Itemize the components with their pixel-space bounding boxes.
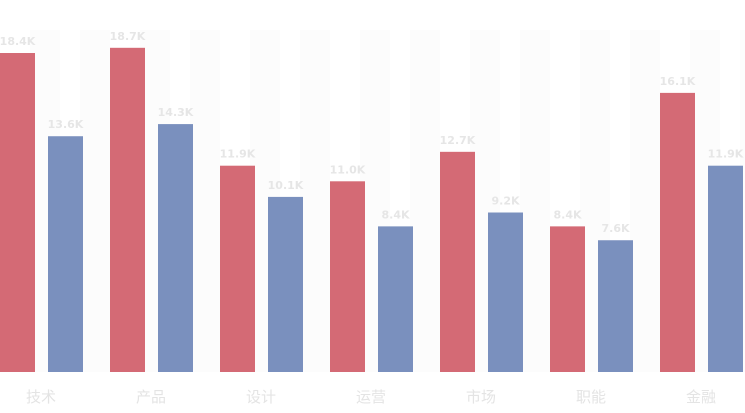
bar: [378, 226, 413, 372]
value-label: 10.1K: [268, 179, 304, 192]
x-tick-label: 技术: [26, 388, 56, 406]
value-label: 14.3K: [158, 106, 194, 119]
value-label: 13.6K: [48, 118, 84, 131]
bar: [660, 92, 695, 372]
x-tick-label: 产品: [136, 388, 166, 406]
bar: [488, 212, 523, 372]
x-tick-label: 职能: [576, 388, 606, 406]
value-label: 11.9K: [708, 148, 744, 161]
band: [300, 30, 330, 372]
band: [190, 30, 220, 372]
x-tick-label: 金融: [686, 388, 716, 406]
value-label: 8.4K: [381, 208, 409, 221]
x-tick-label: 运营: [356, 388, 386, 406]
value-label: 11.0K: [330, 163, 366, 176]
bar: [708, 165, 743, 372]
x-tick-label: 设计: [246, 388, 276, 406]
band: [410, 30, 440, 372]
bar: [598, 240, 633, 372]
value-label: 7.6K: [601, 222, 629, 235]
value-label: 9.2K: [491, 195, 519, 208]
value-label: 16.1K: [660, 75, 696, 88]
value-label: 18.7K: [110, 30, 146, 43]
bar: [220, 165, 255, 372]
bar: [268, 196, 303, 372]
bar: [440, 151, 475, 372]
value-label: 18.4K: [0, 35, 36, 48]
band: [520, 30, 550, 372]
bar: [48, 136, 83, 372]
value-label: 11.9K: [220, 148, 256, 161]
bar: [550, 226, 585, 372]
bar: [330, 181, 365, 372]
bar: [158, 124, 193, 373]
band: [80, 30, 110, 372]
band: [630, 30, 660, 372]
value-label: 8.4K: [553, 208, 581, 221]
x-tick-label: 市场: [466, 388, 496, 406]
bar: [0, 53, 35, 373]
value-label: 12.7K: [440, 134, 476, 147]
bar: [110, 47, 145, 372]
